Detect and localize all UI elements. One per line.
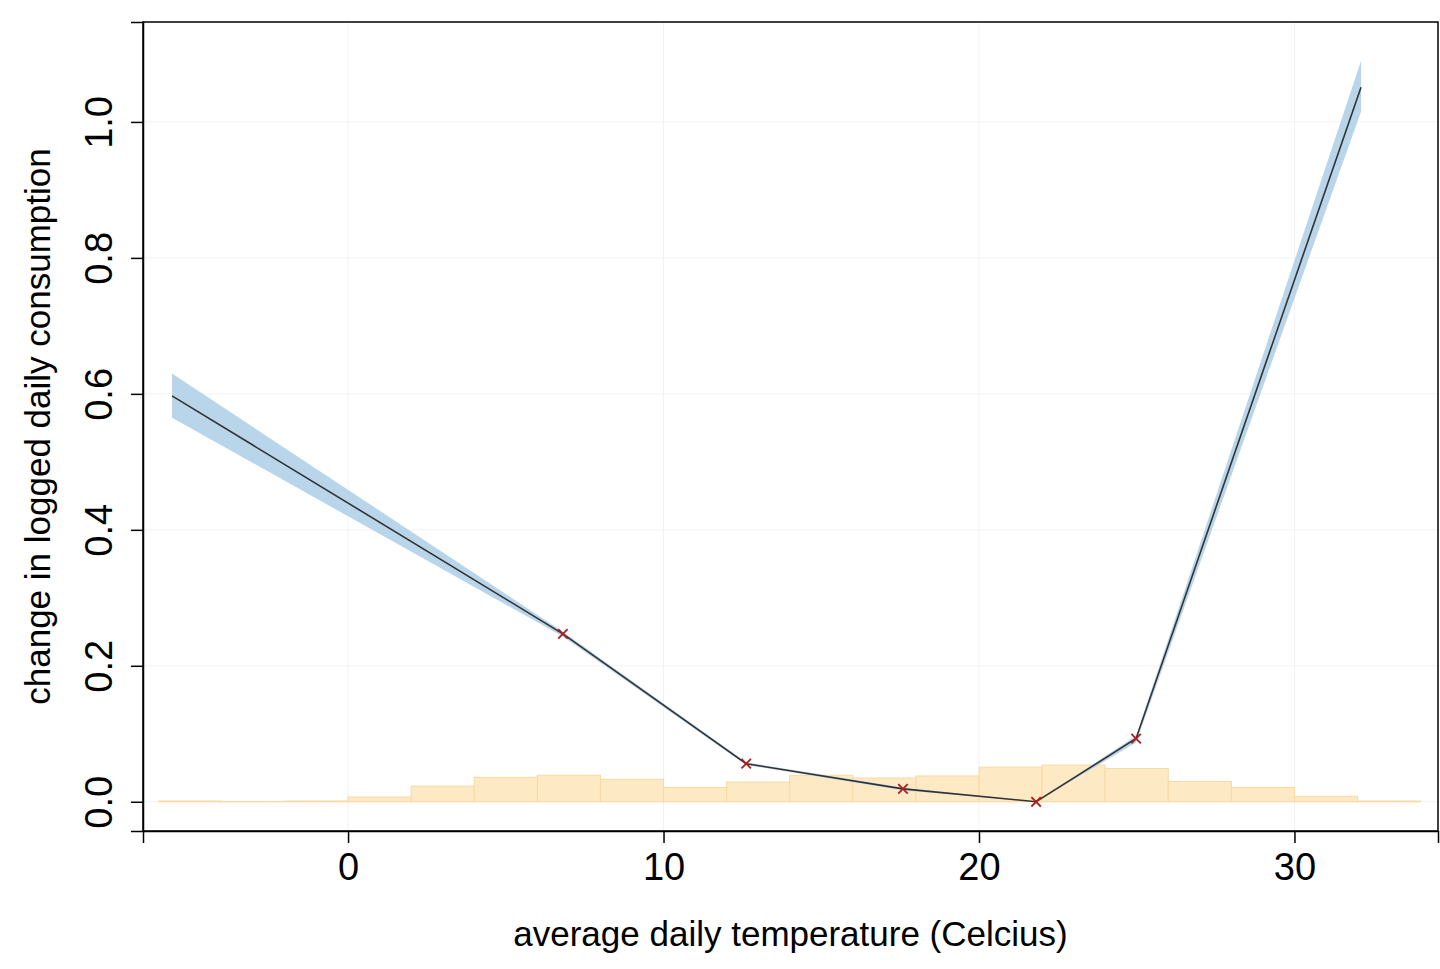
histogram-bar	[1231, 787, 1294, 801]
marker	[741, 759, 750, 768]
x-axis: 0 10 20 30	[144, 831, 1439, 888]
histogram-bar	[411, 786, 474, 802]
y-tick-mark	[131, 802, 143, 804]
y-tick-label: 0.4	[78, 504, 120, 557]
x-tick-mark	[1294, 831, 1296, 843]
marker	[1131, 734, 1140, 743]
histogram-bar	[348, 797, 411, 802]
y-tick: 0.2	[78, 640, 143, 693]
x-tick-label: 30	[1274, 846, 1316, 888]
y-tick-mark	[131, 258, 143, 260]
histogram-bar	[600, 779, 663, 801]
y-tick: 0.8	[78, 232, 143, 285]
x-tick-label: 20	[958, 846, 1000, 888]
y-tick-mark	[131, 530, 143, 532]
y-tick: 0.0	[78, 776, 143, 829]
histogram-bar	[159, 801, 222, 803]
x-axis-line	[144, 832, 1439, 844]
confidence-band	[172, 61, 1361, 802]
y-tick-mark	[131, 666, 143, 668]
grid-line	[143, 393, 1438, 394]
histogram-bar	[1042, 765, 1105, 802]
histogram-bar	[1105, 768, 1168, 801]
histogram-bar	[222, 801, 285, 802]
y-tick-mark	[131, 394, 143, 396]
y-tick-label: 1.0	[78, 96, 120, 149]
y-axis: 0.0 0.2 0.4 0.6 0.8 1.0	[78, 23, 144, 832]
histogram-bar	[285, 801, 348, 803]
line	[172, 87, 1361, 802]
y-axis-line	[131, 23, 144, 832]
x-tick-mark	[663, 831, 665, 843]
x-tick: 30	[1274, 831, 1316, 888]
x-tick: 0	[338, 831, 359, 888]
marker	[898, 784, 907, 793]
y-tick: 0.4	[78, 504, 143, 557]
grid-line	[143, 121, 1438, 122]
grid-line	[348, 22, 349, 831]
histogram-bar	[1168, 781, 1231, 801]
grid-line	[143, 257, 1438, 258]
y-tick-label: 0.2	[78, 640, 120, 693]
grid-line	[978, 22, 979, 831]
chart: 0 10 20 30 0.0 0.2 0.4 0.6 0.8 1.0 average daily t…	[0, 0, 1440, 969]
histogram-bar	[916, 776, 979, 802]
histogram-bar	[1294, 796, 1357, 801]
y-tick-label: 0.8	[78, 232, 120, 285]
grid-line	[663, 22, 664, 831]
y-axis-title: change in logged daily consumption	[18, 148, 57, 705]
histogram-bar	[727, 782, 790, 802]
marks	[159, 61, 1421, 807]
histogram-bar	[1358, 801, 1421, 803]
marker	[1031, 797, 1040, 806]
grid-line	[143, 665, 1438, 666]
y-tick-mark	[131, 122, 143, 124]
x-tick: 10	[643, 831, 685, 888]
x-tick-mark	[348, 831, 350, 843]
y-tick-label: 0.6	[78, 368, 120, 421]
histogram-bar	[537, 775, 600, 802]
x-axis-title: average daily temperature (Celcius)	[513, 914, 1067, 953]
plot-frame	[143, 22, 1438, 831]
x-tick-label: 10	[643, 846, 685, 888]
grid-line	[143, 529, 1438, 530]
x-tick-label: 0	[338, 846, 359, 888]
histogram-bar	[664, 787, 727, 801]
marker	[558, 629, 567, 638]
plot: 0 10 20 30 0.0 0.2 0.4 0.6 0.8 1.0	[78, 22, 1439, 888]
grid	[143, 22, 1438, 831]
x-tick-mark	[979, 831, 981, 843]
grid-line	[1294, 22, 1295, 831]
histogram-bar	[474, 777, 537, 801]
x-tick: 20	[958, 831, 1000, 888]
y-tick: 0.6	[78, 368, 143, 421]
y-tick-label: 0.0	[78, 776, 120, 829]
y-tick: 1.0	[78, 96, 143, 149]
